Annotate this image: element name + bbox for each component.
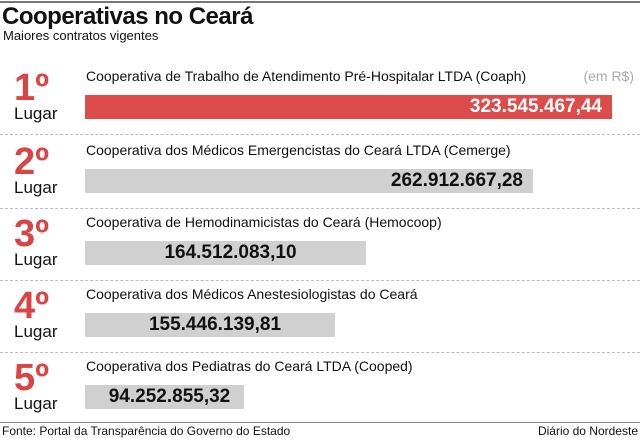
source-note: Fonte: Portal da Transparência do Govern…: [2, 424, 291, 438]
cooperative-name: Cooperativa dos Médicos Emergencistas do…: [86, 142, 511, 158]
top-rule: [0, 1, 640, 3]
rank-number: 3º: [14, 213, 50, 255]
rank-number: 1º: [14, 67, 50, 109]
bar-row: 3º Lugar Cooperativa de Hemodinamicistas…: [0, 214, 640, 286]
unit-label: (em R$): [583, 68, 634, 84]
rank-suffix: Lugar: [14, 250, 58, 269]
bar-row: 5º Lugar Cooperativa dos Pediatras do Ce…: [0, 358, 640, 430]
cooperative-name: Cooperativa dos Médicos Anestesiologista…: [86, 286, 418, 302]
value-bar: [85, 95, 612, 119]
rank-number: 5º: [14, 357, 50, 399]
cooperative-name: Cooperativa dos Pediatras do Ceará LTDA …: [86, 358, 413, 374]
row-separator: [0, 352, 640, 353]
row-separator: [0, 208, 640, 209]
brand-credit: Diário do Nordeste: [537, 424, 638, 438]
rank-number: 2º: [14, 141, 50, 183]
rank-suffix: Lugar: [14, 104, 58, 123]
value-bar: [85, 241, 366, 265]
value-label: 94.252.855,32: [108, 386, 231, 407]
value-bar: [85, 313, 335, 337]
bar-row: 2º Lugar Cooperativa dos Médicos Emergen…: [0, 142, 640, 214]
bar-row: 4º Lugar Cooperativa dos Médicos Anestes…: [0, 286, 640, 358]
value-label: 155.446.139,81: [148, 314, 282, 335]
value-label: 164.512.083,10: [164, 242, 297, 263]
rank-number: 4º: [14, 285, 50, 327]
footer-rule: [0, 422, 640, 423]
value-bar: [85, 385, 244, 409]
value-label: 323.545.467,44: [469, 96, 602, 117]
bar-row: 1º Lugar Cooperativa de Trabalho de Aten…: [0, 68, 640, 140]
rank-suffix: Lugar: [14, 322, 58, 341]
chart-title: Cooperativas no Ceará: [2, 3, 253, 30]
cooperative-name: Cooperativa de Trabalho de Atendimento P…: [86, 68, 527, 84]
value-label: 262.912.667,28: [390, 170, 523, 191]
rank-suffix: Lugar: [14, 178, 58, 197]
row-separator: [0, 280, 640, 281]
value-bar: [85, 169, 533, 193]
chart-subtitle: Maiores contratos vigentes: [3, 28, 159, 43]
row-separator: [0, 134, 640, 135]
cooperative-name: Cooperativa de Hemodinamicistas do Ceará…: [86, 214, 442, 230]
rank-suffix: Lugar: [14, 394, 58, 413]
